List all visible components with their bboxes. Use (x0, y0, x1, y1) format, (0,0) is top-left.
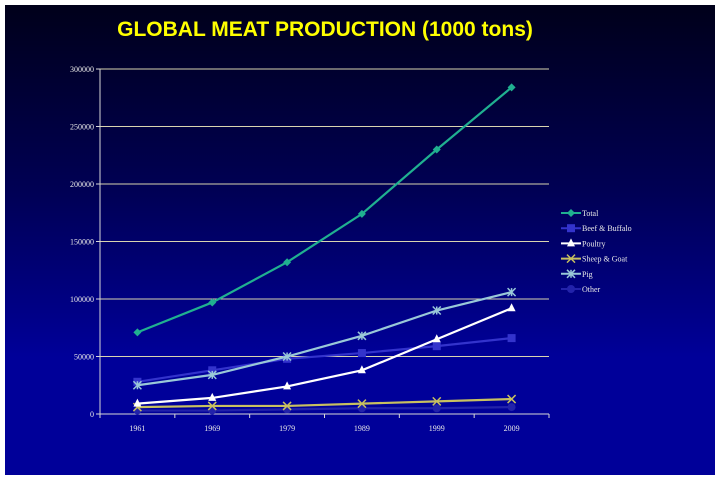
legend-item-beef-buffalo: Beef & Buffalo (561, 224, 632, 233)
legend-item-pig: Pig (561, 269, 593, 279)
legend-label: Poultry (582, 239, 606, 248)
series-line-total (137, 86, 513, 334)
series-total (133, 83, 516, 337)
data-point-total (208, 298, 217, 307)
x-tick-label: 1961 (129, 424, 145, 433)
data-point-poultry (357, 365, 366, 374)
x-tick-label: 1969 (204, 424, 220, 433)
legend: Total Beef & Buffalo Poultry Sheep & Goat Pi… (561, 209, 632, 294)
y-tick-label: 0 (90, 410, 94, 419)
series-poultry (133, 303, 516, 407)
series-line-other (137, 406, 512, 412)
y-tick-label: 300000 (70, 65, 94, 74)
legend-label: Total (582, 209, 599, 218)
data-point-total (357, 209, 366, 218)
data-point-pig (432, 305, 442, 316)
data-point-total (432, 145, 441, 154)
x-tick-label: 1999 (429, 424, 445, 433)
data-point-total (133, 328, 142, 337)
series-line-pig (137, 291, 512, 387)
data-point-sheep-goat (282, 401, 292, 411)
series-line-poultry (137, 307, 513, 405)
series-sheep-goat (132, 394, 517, 412)
legend-label: Pig (582, 270, 593, 279)
x-tick-label: 2009 (504, 424, 520, 433)
data-point-sheep-goat (207, 401, 217, 411)
data-point-beef-buffalo (432, 342, 441, 351)
x-tick-label: 1979 (279, 424, 295, 433)
data-point-total (283, 258, 292, 267)
legend-marker (566, 269, 576, 279)
legend-label: Other (582, 285, 601, 294)
data-point-beef-buffalo (507, 334, 516, 343)
legend-marker (567, 285, 575, 293)
legend-item-total: Total (561, 209, 599, 218)
legend-label: Beef & Buffalo (582, 224, 632, 233)
data-point-poultry (133, 398, 142, 407)
data-point-poultry (432, 334, 441, 343)
y-tick-label: 50000 (74, 353, 94, 362)
series-line-sheep-goat (137, 397, 512, 409)
data-point-pig (507, 287, 517, 297)
data-point-other (507, 403, 516, 412)
data-point-pig (282, 351, 292, 362)
series-group (132, 83, 517, 415)
data-point-sheep-goat (507, 394, 517, 404)
axes: 0 50000 100000 150000 200000 250000 300000 1961… (70, 65, 550, 433)
data-point-beef-buffalo (357, 349, 366, 358)
y-tick-label: 100000 (70, 295, 94, 304)
data-point-pig (207, 370, 217, 380)
data-point-other (432, 404, 441, 413)
x-tick-label: 1989 (354, 424, 370, 433)
data-point-poultry (208, 392, 217, 401)
data-point-sheep-goat (357, 399, 367, 409)
data-point-pig (357, 331, 367, 341)
data-point-poultry (283, 381, 292, 390)
legend-item-other: Other (561, 285, 601, 294)
legend-marker (566, 254, 576, 264)
data-point-beef-buffalo (208, 366, 217, 375)
legend-item-sheep-goat: Sheep & Goat (561, 254, 628, 264)
y-tick-label: 250000 (70, 123, 94, 132)
data-point-sheep-goat (432, 396, 442, 406)
series-pig (132, 287, 517, 390)
data-point-poultry (507, 303, 516, 312)
legend-item-poultry: Poultry (561, 238, 606, 248)
legend-marker (567, 238, 575, 247)
y-tick-label: 200000 (70, 180, 94, 189)
y-tick-label: 150000 (70, 238, 94, 247)
chart-title: GLOBAL MEAT PRODUCTION (1000 tons) (117, 18, 533, 41)
legend-marker (567, 209, 575, 217)
series-line-beef-buffalo (137, 337, 512, 383)
data-point-total (507, 83, 516, 92)
slide-background (5, 5, 715, 475)
legend-label: Sheep & Goat (582, 255, 628, 264)
data-point-pig (132, 380, 142, 390)
legend-marker (567, 224, 575, 233)
